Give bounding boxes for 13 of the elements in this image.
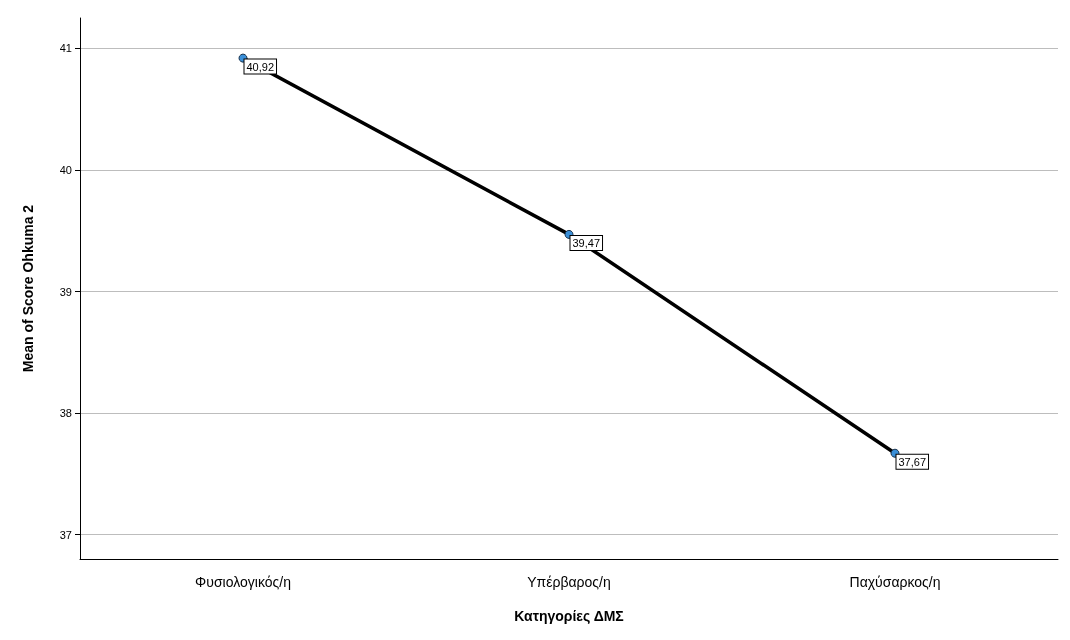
data-label: 37,67 — [898, 456, 927, 469]
x-tick-label: Φυσιολογικός/η — [195, 574, 291, 590]
y-tick-label: 37 — [59, 528, 72, 541]
x-axis-title: Κατηγορίες ΔΜΣ — [514, 608, 624, 624]
data-label: 40,92 — [246, 61, 275, 74]
y-axis-title: Mean of Score Ohkuma 2 — [20, 204, 36, 373]
y-tick-label: 40 — [59, 163, 72, 176]
x-tick-label: Παχύσαρκος/η — [849, 574, 941, 590]
y-tick-label: 39 — [59, 285, 72, 298]
y-tick-label: 38 — [59, 407, 72, 420]
data-label: 39,47 — [572, 237, 601, 250]
y-tick-label: 41 — [59, 42, 72, 55]
x-tick-label: Υπέρβαρος/η — [527, 574, 611, 590]
